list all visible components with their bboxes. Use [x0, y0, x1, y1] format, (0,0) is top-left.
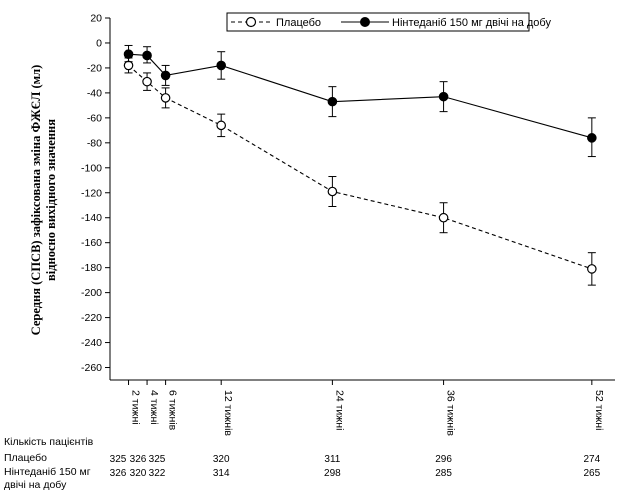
x-tick-label: 36 тижнів: [445, 390, 457, 436]
nintedanib-point: [216, 60, 226, 71]
series-placebo: [123, 57, 597, 286]
y-tick-label: 0: [96, 37, 102, 49]
risk-value-nintedanib: 285: [435, 468, 452, 479]
risk-value-placebo: 325: [110, 454, 127, 465]
y-tick-label: -40: [87, 87, 102, 99]
risk-row-label-placebo: Плацебо: [4, 452, 47, 464]
risk-value-placebo: 320: [213, 454, 230, 465]
y-tick-label: -240: [81, 337, 102, 349]
placebo-line: [128, 65, 593, 270]
nintedanib-point: [142, 50, 152, 61]
placebo-point: [216, 120, 226, 131]
nintedanib-point: [587, 133, 597, 143]
risk-table-header: Кількість пацієнтів: [4, 436, 94, 448]
x-tick-label: 2 тижні: [130, 390, 142, 425]
y-tick-label: 20: [90, 13, 102, 25]
risk-value-nintedanib: 322: [149, 468, 166, 479]
series-nintedanib: [123, 44, 597, 158]
legend-nintedanib-marker: [360, 17, 370, 27]
y-tick-label: -260: [81, 362, 102, 374]
x-axis: 2 тижні 4 тижні 6 тижнів 12 тижнів 24 тижні 3…: [110, 379, 615, 436]
y-tick-label: -60: [87, 112, 102, 124]
risk-value-placebo: 296: [435, 454, 452, 465]
y-tick-label: -80: [87, 137, 102, 149]
placebo-point: [160, 93, 171, 103]
legend-placebo-label: Плацебо: [276, 17, 321, 29]
nintedanib-point: [327, 96, 338, 107]
risk-value-placebo: 326: [130, 454, 147, 465]
y-tick-label: -200: [81, 287, 102, 299]
y-tick-label: -120: [81, 187, 102, 199]
y-tick-label: -160: [81, 237, 102, 249]
placebo-point: [327, 186, 338, 197]
placebo-point: [123, 60, 134, 71]
nintedanib-point: [123, 49, 134, 59]
y-tick-label: -140: [81, 212, 102, 224]
placebo-point: [587, 264, 597, 274]
y-tick-label: -220: [81, 312, 102, 324]
y-axis: 20 0 -20 -40 -60 -80 -100 -120 -140 -160 -180 -200 -…: [81, 13, 111, 380]
risk-row-label-nintedanib-line2: двічі на добу: [4, 479, 67, 491]
x-tick-label: 24 тижні: [333, 390, 345, 430]
nintedanib-point: [438, 91, 449, 102]
x-tick-label: 6 тижнів: [167, 390, 179, 431]
legend-nintedanib-label: Нінтеданіб 150 мг двічі на добу: [392, 17, 551, 29]
risk-value-placebo: 274: [583, 454, 600, 465]
y-axis-label-line1: Середня (СПСВ) зафіксована зміна ФЖЄЛ (м…: [29, 65, 43, 336]
y-tick-label: -100: [81, 162, 102, 174]
placebo-point: [438, 212, 449, 223]
risk-value-nintedanib: 320: [130, 468, 147, 479]
series-layer: [123, 44, 597, 286]
risk-row-label-nintedanib-line1: Нінтеданіб 150 мг: [4, 466, 91, 478]
x-tick-label: 12 тижнів: [222, 390, 234, 436]
legend: Плацебо Нінтеданіб 150 мг двічі на добу: [226, 12, 551, 32]
x-tick-label: 4 тижні: [148, 390, 160, 425]
y-axis-label-line2: відносно вихідного значення: [44, 119, 58, 281]
risk-value-nintedanib: 265: [583, 468, 600, 479]
risk-value-placebo: 325: [149, 454, 166, 465]
nintedanib-point: [160, 70, 171, 81]
risk-value-nintedanib: 298: [324, 468, 341, 479]
risk-value-placebo: 311: [324, 454, 340, 465]
risk-value-nintedanib: 314: [213, 468, 230, 479]
x-tick-label: 52 тижні: [593, 390, 605, 430]
y-tick-label: -20: [87, 62, 102, 74]
placebo-point: [142, 76, 152, 87]
y-axis-label: Середня (СПСВ) зафіксована зміна ФЖЄЛ (м…: [29, 65, 58, 336]
legend-placebo-marker: [245, 16, 257, 28]
risk-value-nintedanib: 326: [110, 468, 127, 479]
nintedanib-line: [128, 53, 592, 139]
y-tick-label: -180: [81, 262, 102, 274]
